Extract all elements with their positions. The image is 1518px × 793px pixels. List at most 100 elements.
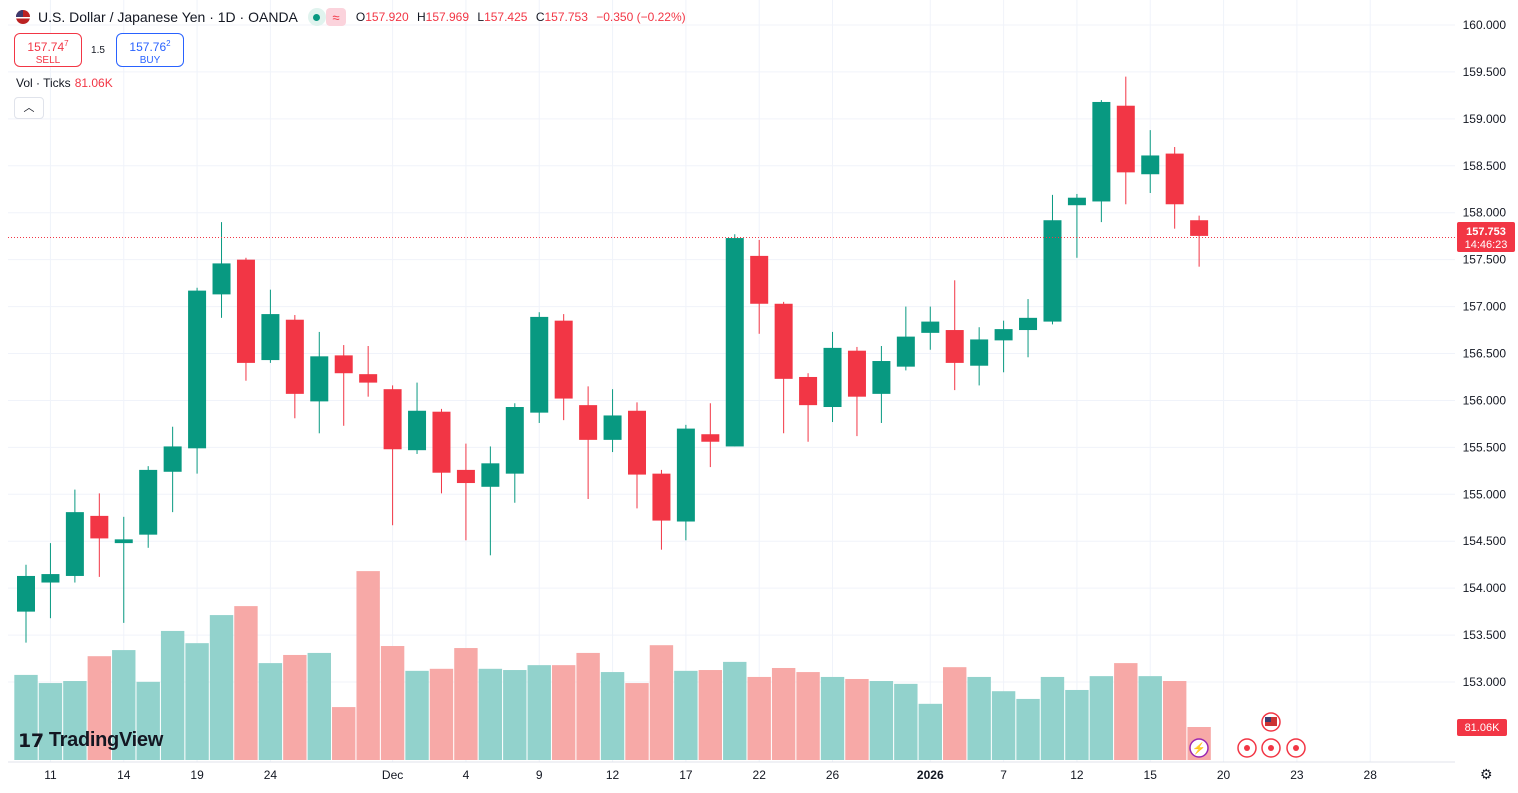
candle-body (334, 355, 353, 374)
volume-bar (1162, 681, 1187, 760)
sell-button[interactable]: 157.747 SELL (14, 33, 82, 67)
candle-body (90, 515, 109, 539)
x-tick-label: 12 (1070, 768, 1084, 782)
candle-body (432, 411, 451, 473)
symbol-header: U.S. Dollar / Japanese Yen · 1D · OANDA … (16, 8, 691, 26)
ohlc-values: O157.920 H157.969 L157.425 C157.753 −0.3… (355, 10, 686, 24)
lightning-event-icon[interactable] (1189, 738, 1209, 758)
y-tick-label: 156.500 (1463, 347, 1507, 361)
volume-bar (160, 630, 185, 760)
candle-body (1141, 155, 1160, 175)
x-tick-label: 22 (753, 768, 767, 782)
candle-body (945, 330, 964, 363)
candle-body (1190, 220, 1209, 236)
economic-event-icon[interactable] (1286, 738, 1306, 758)
bar-countdown: 14:46:23 (1465, 239, 1508, 251)
candle-body (261, 314, 280, 361)
candle-body (652, 473, 671, 521)
price-axis[interactable]: 160.000 159.500 159.000 158.500 158.000 157.5… (1463, 18, 1507, 689)
x-tick-label: 19 (190, 768, 204, 782)
volume-bar (723, 661, 747, 760)
volume-bar (845, 678, 869, 760)
volume-bar (918, 703, 942, 760)
candle-body (456, 469, 475, 484)
volume-bar (112, 650, 136, 760)
volume-bar (1016, 698, 1040, 760)
volume-bar (747, 676, 771, 760)
candle-body (676, 428, 695, 522)
tradingview-logo[interactable]: 𝟭𝟳 TradingView (18, 729, 163, 752)
x-tick-label: 17 (679, 768, 693, 782)
volume-bar (771, 667, 796, 760)
volume-bar (576, 652, 600, 760)
candle-body (750, 255, 769, 304)
candles (17, 76, 1209, 643)
trade-panel: 157.747 SELL 1.5 157.762 BUY (14, 33, 184, 67)
x-tick-label: 20 (1217, 768, 1231, 782)
y-tick-label: 160.000 (1463, 18, 1507, 32)
candle-body (725, 238, 744, 447)
volume-bar (527, 665, 551, 760)
volume-bar (698, 670, 723, 760)
candle-body (970, 339, 989, 366)
market-open-icon[interactable] (307, 8, 326, 26)
y-tick-label: 158.500 (1463, 159, 1507, 173)
us-japan-flag-icon (16, 10, 30, 24)
x-tick-label: 23 (1290, 768, 1304, 782)
candle-body (1165, 153, 1184, 205)
y-tick-label: 154.500 (1463, 534, 1507, 548)
y-tick-label: 159.000 (1463, 112, 1507, 126)
volume-bar (1065, 689, 1089, 760)
x-tick-label: 26 (826, 768, 840, 782)
volume-bar (894, 683, 918, 760)
volume-bar (332, 707, 356, 760)
candle-body (1092, 101, 1111, 202)
volume-bar (869, 681, 894, 760)
volume-bar (1089, 676, 1114, 760)
approx-icon[interactable]: ≈ (325, 8, 346, 26)
volume-bar (1040, 676, 1065, 760)
volume-bars (14, 571, 1211, 760)
event-markers[interactable]: ⚡ (1189, 712, 1306, 758)
chevron-up-icon[interactable]: ︿ (14, 97, 44, 119)
volume-bar (967, 676, 991, 760)
economic-event-icon[interactable] (1237, 738, 1257, 758)
current-price: 157.753 (1466, 226, 1506, 238)
spread: 1.5 (91, 44, 105, 56)
volume-bar (136, 681, 160, 760)
volume-legend[interactable]: Vol · Ticks 81.06K (16, 76, 113, 90)
candle-body (896, 336, 915, 367)
candle-body (481, 463, 500, 487)
x-tick-label: 2026 (917, 768, 944, 782)
settings-gear-icon[interactable]: ⚙ (1480, 766, 1493, 782)
volume-bar (1138, 676, 1162, 760)
candle-body (408, 410, 427, 451)
candle-body (774, 303, 793, 379)
us-flag-event-icon[interactable] (1261, 712, 1281, 732)
volume-bar (943, 667, 967, 760)
candle-body (628, 410, 646, 475)
volume-bar (551, 665, 576, 760)
volume-bar (991, 691, 1016, 760)
candle-body (212, 263, 231, 295)
buy-button[interactable]: 157.762 BUY (116, 33, 184, 67)
volume-bar (478, 668, 503, 760)
symbol-title[interactable]: U.S. Dollar / Japanese Yen · 1D · OANDA (38, 9, 298, 25)
y-tick-label: 155.500 (1463, 440, 1507, 454)
volume-bar (429, 668, 454, 760)
volume-bar (796, 672, 820, 760)
candle-body (994, 329, 1013, 341)
x-tick-label: 12 (606, 768, 620, 782)
candle-body (236, 259, 255, 363)
economic-event-icon[interactable] (1261, 738, 1281, 758)
time-axis[interactable]: 11 14 19 24 Dec 4 9 12 17 22 26 2026 7 12 15 20 23 28 (44, 768, 1377, 782)
volume-bar (283, 654, 307, 760)
candle-body (17, 575, 35, 612)
volume-bar (63, 681, 87, 760)
volume-bar (234, 606, 258, 760)
volume-bar (600, 672, 625, 760)
lightning-glyph-icon: ⚡ (1192, 742, 1206, 755)
volume-label: 81.06K (1457, 719, 1507, 736)
candle-body (823, 347, 842, 408)
